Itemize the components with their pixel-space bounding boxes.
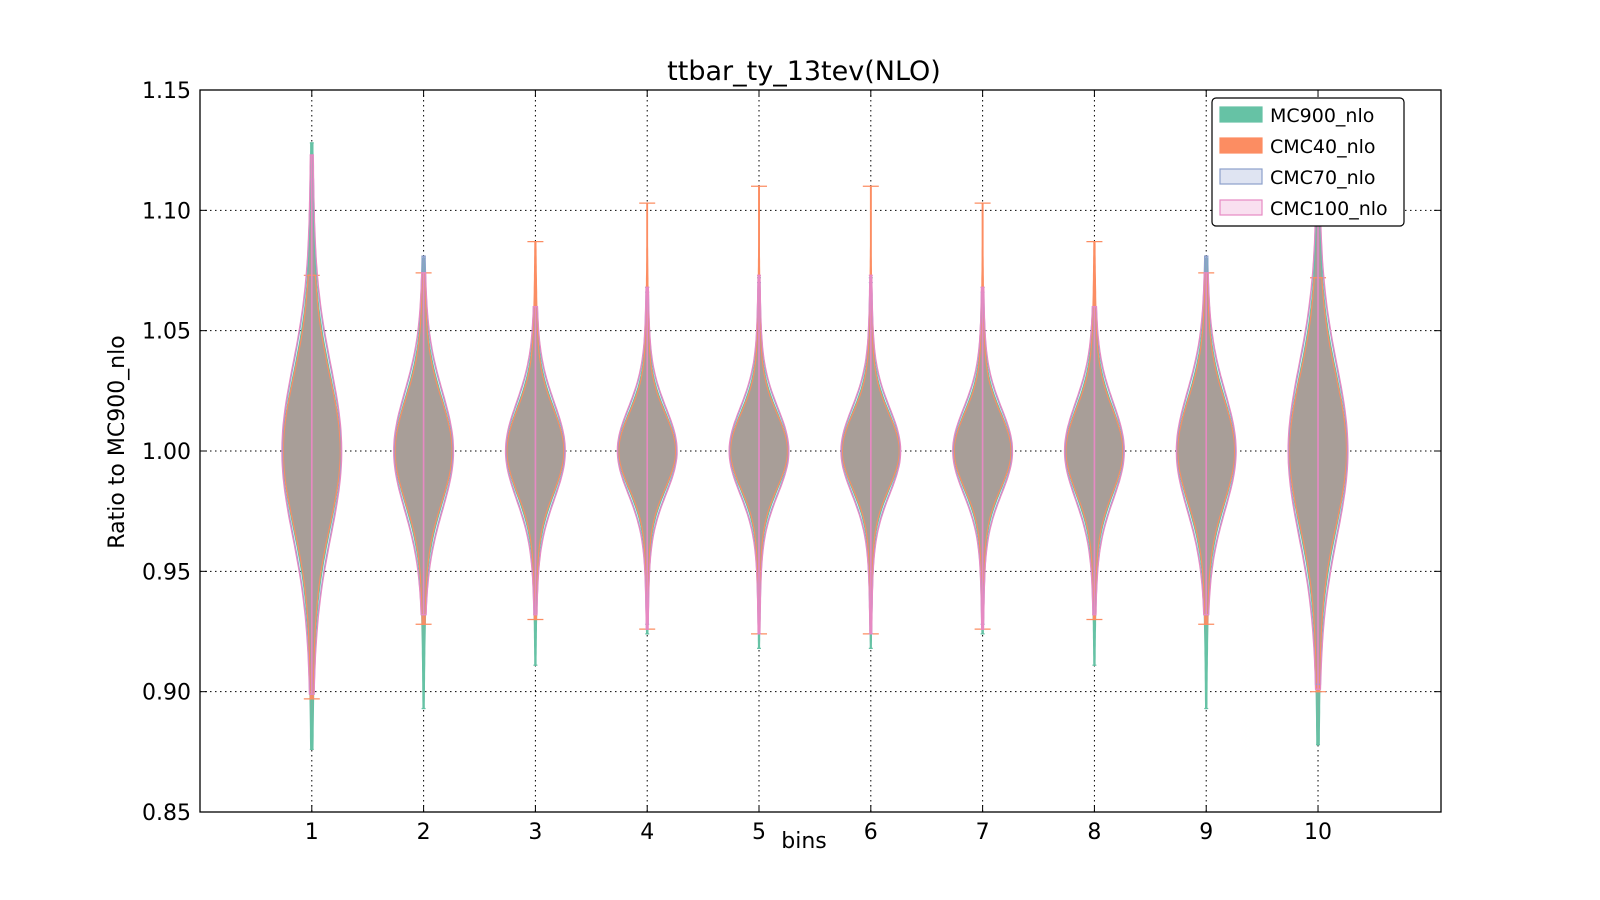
violin-group-bin-8: [1063, 241, 1125, 666]
axes: 0.85 0.90 0.95 1.00 1.05 1.10 1.15 1 2 3 4 5 6 7 8 9 10: [142, 79, 1441, 845]
y-tick-label: 0.95: [142, 560, 191, 585]
x-tick-label: 2: [417, 820, 431, 845]
violin-group-bin-3: [504, 241, 566, 666]
y-tick-label: 1.15: [142, 79, 191, 104]
legend-label-MC900_nlo: MC900_nlo: [1270, 105, 1374, 127]
y-tick-label: 1.05: [142, 320, 191, 345]
x-tick-label: 10: [1304, 820, 1332, 845]
violin-group-bin-7: [952, 202, 1014, 635]
legend-swatch-MC900_nlo: [1219, 106, 1263, 123]
violin-group-bin-10: [1287, 161, 1349, 746]
legend-label-CMC100_nlo: CMC100_nlo: [1270, 198, 1388, 220]
legend-label-CMC70_nlo: CMC70_nlo: [1270, 167, 1376, 189]
violin-group-bin-6: [840, 185, 902, 649]
violin-group-bin-1: [281, 142, 343, 751]
x-tick-label: 4: [640, 820, 654, 845]
legend: MC900_nlo CMC40_nlo CMC70_nlo CMC100_nlo: [1211, 97, 1405, 227]
x-tick-label: 6: [864, 820, 878, 845]
y-tick-label: 0.85: [142, 801, 191, 826]
y-axis-label: Ratio to MC900_nlo: [105, 335, 130, 548]
violin-group-bin-2: [393, 255, 455, 710]
x-tick-label: 3: [528, 820, 542, 845]
x-tick-label: 7: [976, 820, 990, 845]
legend-swatch-CMC40_nlo: [1219, 137, 1263, 154]
y-tick-label: 0.90: [142, 681, 191, 706]
legend-box: [1211, 97, 1405, 227]
violin-CMC100_nlo: [1063, 306, 1125, 616]
legend-swatch-CMC70_nlo: [1219, 168, 1263, 185]
violin-group-bin-9: [1175, 255, 1237, 710]
y-tick-label: 1.10: [142, 199, 191, 224]
violin-CMC100_nlo: [1175, 272, 1237, 616]
legend-label-CMC40_nlo: CMC40_nlo: [1270, 136, 1376, 158]
violin-CMC100_nlo: [504, 306, 566, 616]
legend-swatch-CMC100_nlo: [1219, 199, 1263, 216]
x-axis-label: bins: [781, 829, 826, 854]
x-tick-label: 5: [752, 820, 766, 845]
y-tick-label: 1.00: [142, 440, 191, 465]
violin-group-bin-4: [616, 202, 678, 635]
violin-plots: [281, 142, 1349, 751]
violin-CMC100_nlo: [393, 272, 455, 616]
chart-title: ttbar_ty_13tev(NLO): [667, 56, 941, 87]
x-tick-label: 8: [1087, 820, 1101, 845]
x-tick-label: 9: [1199, 820, 1213, 845]
violin-group-bin-5: [728, 185, 790, 649]
x-tick-label: 1: [305, 820, 319, 845]
